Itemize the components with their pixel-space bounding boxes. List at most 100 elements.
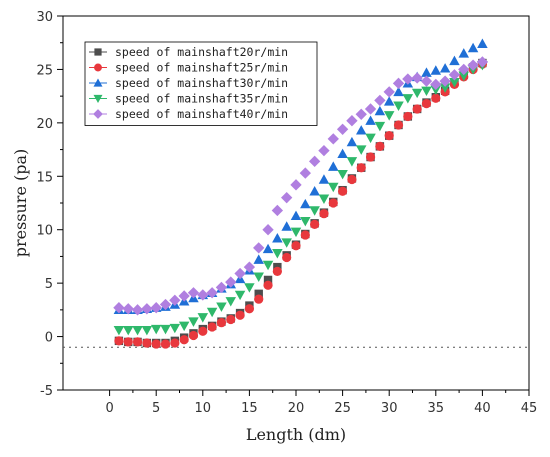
legend-label: speed of mainshaft20r/min: [115, 45, 288, 59]
data-point: [142, 338, 152, 348]
data-point: [383, 96, 395, 106]
data-point: [188, 317, 199, 327]
data-point: [383, 111, 395, 121]
axis-ticks: 0 5 10 15 20 25 30 35 40 45 -5 0 5 10 15 20 25 30: [36, 10, 537, 416]
data-point: [328, 198, 338, 208]
data-point: [290, 179, 302, 191]
data-point: [150, 302, 162, 314]
x-tick-label: 30: [381, 401, 398, 416]
data-point: [346, 136, 358, 147]
data-point: [197, 289, 209, 301]
legend-item: speed of mainshaft35r/min: [89, 92, 288, 106]
data-point: [253, 254, 264, 264]
data-point: [244, 283, 255, 293]
data-point: [179, 335, 189, 345]
data-point: [291, 241, 301, 251]
data-point: [346, 157, 358, 167]
data-point: [327, 133, 339, 145]
data-point: [346, 115, 358, 127]
y-tick-label: 30: [36, 10, 53, 25]
data-point: [225, 276, 237, 288]
data-point: [412, 104, 422, 114]
data-point: [216, 318, 227, 328]
data-point: [225, 297, 237, 307]
x-tick-label: 25: [334, 401, 351, 416]
data-point: [271, 204, 284, 217]
data-point: [355, 108, 367, 120]
legend-marker: [93, 94, 103, 103]
data-point: [290, 210, 302, 221]
data-point: [328, 182, 339, 193]
data-point: [318, 144, 330, 157]
y-tick-label: 20: [36, 117, 53, 132]
data-point: [328, 161, 339, 171]
y-tick-label: -5: [40, 384, 53, 399]
data-point: [439, 63, 451, 73]
data-point: [123, 337, 133, 347]
data-point: [114, 336, 124, 346]
data-point: [198, 326, 208, 336]
x-tick-label: 45: [521, 401, 538, 416]
data-point: [254, 289, 263, 299]
data-point: [402, 73, 414, 85]
data-point: [430, 78, 442, 91]
data-point: [234, 267, 246, 280]
data-point: [467, 42, 479, 53]
x-tick-label: 35: [428, 401, 445, 416]
data-point: [262, 224, 274, 236]
data-point: [309, 206, 320, 216]
data-point: [150, 324, 162, 335]
y-tick-label: 10: [36, 224, 53, 239]
legend-marker: [94, 63, 102, 72]
data-point: [272, 249, 283, 259]
data-point: [318, 194, 330, 204]
data-point: [365, 133, 376, 144]
data-point: [290, 227, 302, 238]
data-point: [178, 321, 190, 332]
data-point: [170, 338, 180, 348]
data-point: [355, 145, 367, 155]
data-point: [476, 56, 489, 68]
data-point: [122, 325, 134, 336]
data-point: [253, 272, 264, 282]
data-point: [141, 303, 153, 315]
data-point: [347, 174, 357, 185]
series-4: [113, 60, 488, 336]
data-point: [337, 169, 348, 180]
x-tick-label: 40: [474, 401, 491, 416]
data-point: [122, 303, 134, 315]
y-axis-title: pressure (pa): [11, 149, 30, 258]
data-point: [421, 67, 432, 77]
data-point: [375, 141, 385, 151]
legend-label: speed of mainshaft30r/min: [115, 76, 288, 90]
data-point: [374, 94, 386, 107]
data-point: [449, 55, 460, 66]
x-tick-label: 5: [152, 401, 160, 416]
data-point: [403, 111, 413, 122]
data-point: [244, 304, 255, 314]
data-point: [197, 313, 209, 323]
data-point: [336, 123, 349, 135]
data-point: [392, 77, 405, 89]
data-point: [113, 302, 125, 314]
data-point: [281, 238, 292, 248]
data-point: [384, 131, 394, 141]
data-point: [430, 85, 442, 95]
data-point: [439, 75, 451, 87]
data-point: [207, 322, 217, 332]
legend-marker: [93, 109, 103, 119]
data-point: [458, 63, 470, 76]
data-point: [383, 86, 395, 98]
data-point: [206, 287, 218, 299]
data-point: [309, 185, 320, 196]
data-point: [439, 83, 451, 93]
data-point: [393, 86, 404, 97]
legend-item: speed of mainshaft40r/min: [89, 107, 288, 121]
data-point: [393, 101, 404, 112]
data-point: [374, 105, 386, 116]
data-point: [262, 243, 274, 254]
y-tick-label: 0: [45, 331, 53, 346]
data-point: [299, 167, 311, 179]
data-point: [169, 294, 181, 306]
